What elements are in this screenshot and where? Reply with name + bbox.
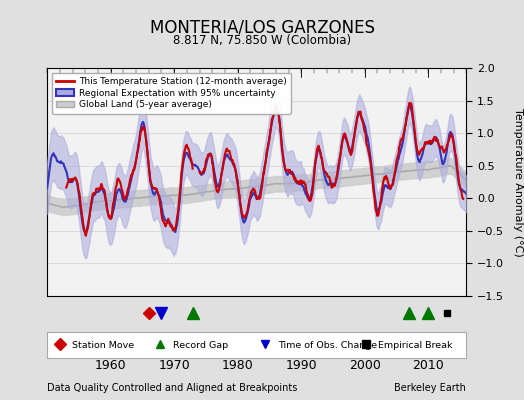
Text: 1960: 1960 [95,359,126,372]
Text: 1990: 1990 [286,359,317,372]
Text: 8.817 N, 75.850 W (Colombia): 8.817 N, 75.850 W (Colombia) [173,34,351,47]
Text: 1980: 1980 [222,359,254,372]
Text: Berkeley Earth: Berkeley Earth [395,383,466,393]
Text: Station Move: Station Move [72,340,135,350]
Y-axis label: Temperature Anomaly (°C): Temperature Anomaly (°C) [513,108,523,256]
Text: 2010: 2010 [412,359,444,372]
Text: 1970: 1970 [158,359,190,372]
Text: Record Gap: Record Gap [173,340,228,350]
Text: Data Quality Controlled and Aligned at Breakpoints: Data Quality Controlled and Aligned at B… [47,383,298,393]
Text: Time of Obs. Change: Time of Obs. Change [278,340,377,350]
Text: MONTERIA/LOS GARZONES: MONTERIA/LOS GARZONES [149,18,375,36]
Legend: This Temperature Station (12-month average), Regional Expectation with 95% uncer: This Temperature Station (12-month avera… [52,72,291,114]
Text: 2000: 2000 [349,359,380,372]
Text: Empirical Break: Empirical Break [378,340,453,350]
